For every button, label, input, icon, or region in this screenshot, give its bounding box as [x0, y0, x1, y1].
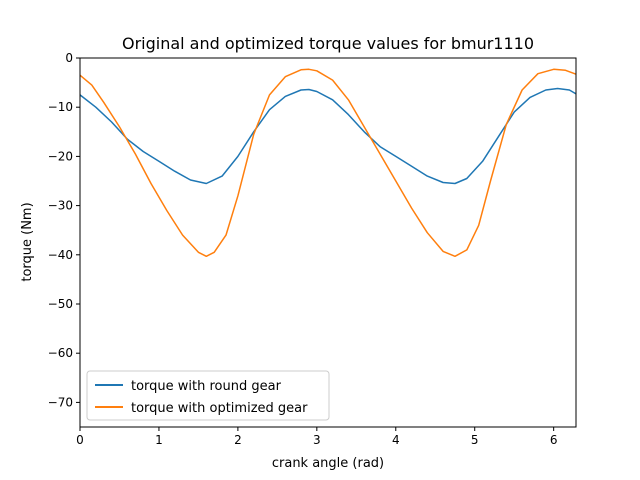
y-tick-label: −20: [48, 149, 73, 163]
x-tick-label: 1: [155, 433, 163, 447]
y-axis-label: torque (Nm): [20, 202, 35, 281]
y-axis: 0 −10 −20 −30 −40 −50 −60 −70: [48, 51, 80, 409]
y-tick-label: −70: [48, 395, 73, 409]
legend-label-optimized-gear: torque with optimized gear: [131, 401, 308, 416]
series-line-1: [79, 68, 577, 258]
y-tick-label: −40: [48, 248, 73, 262]
x-tick-label: 0: [76, 433, 84, 447]
series-line-0: [79, 87, 577, 185]
x-tick-label: 6: [550, 433, 558, 447]
x-tick-label: 5: [471, 433, 479, 447]
y-tick-label: −60: [48, 346, 73, 360]
x-tick-label: 3: [313, 433, 321, 447]
x-tick-label: 4: [392, 433, 400, 447]
y-tick-label: −10: [48, 100, 73, 114]
x-axis: 0 1 2 3 4 5 6: [76, 427, 557, 447]
y-tick-label: −30: [48, 199, 73, 213]
y-tick-label: −50: [48, 297, 73, 311]
legend-label-round-gear: torque with round gear: [131, 379, 282, 394]
legend: torque with round gear torque with optim…: [86, 370, 330, 421]
plot-frame: [79, 57, 577, 428]
x-tick-label: 2: [234, 433, 242, 447]
plot-series-group: [79, 68, 577, 258]
legend-box: [86, 370, 330, 421]
chart-title: Original and optimized torque values for…: [122, 34, 534, 53]
y-tick-label: 0: [65, 51, 73, 65]
x-axis-label: crank angle (rad): [272, 456, 384, 471]
